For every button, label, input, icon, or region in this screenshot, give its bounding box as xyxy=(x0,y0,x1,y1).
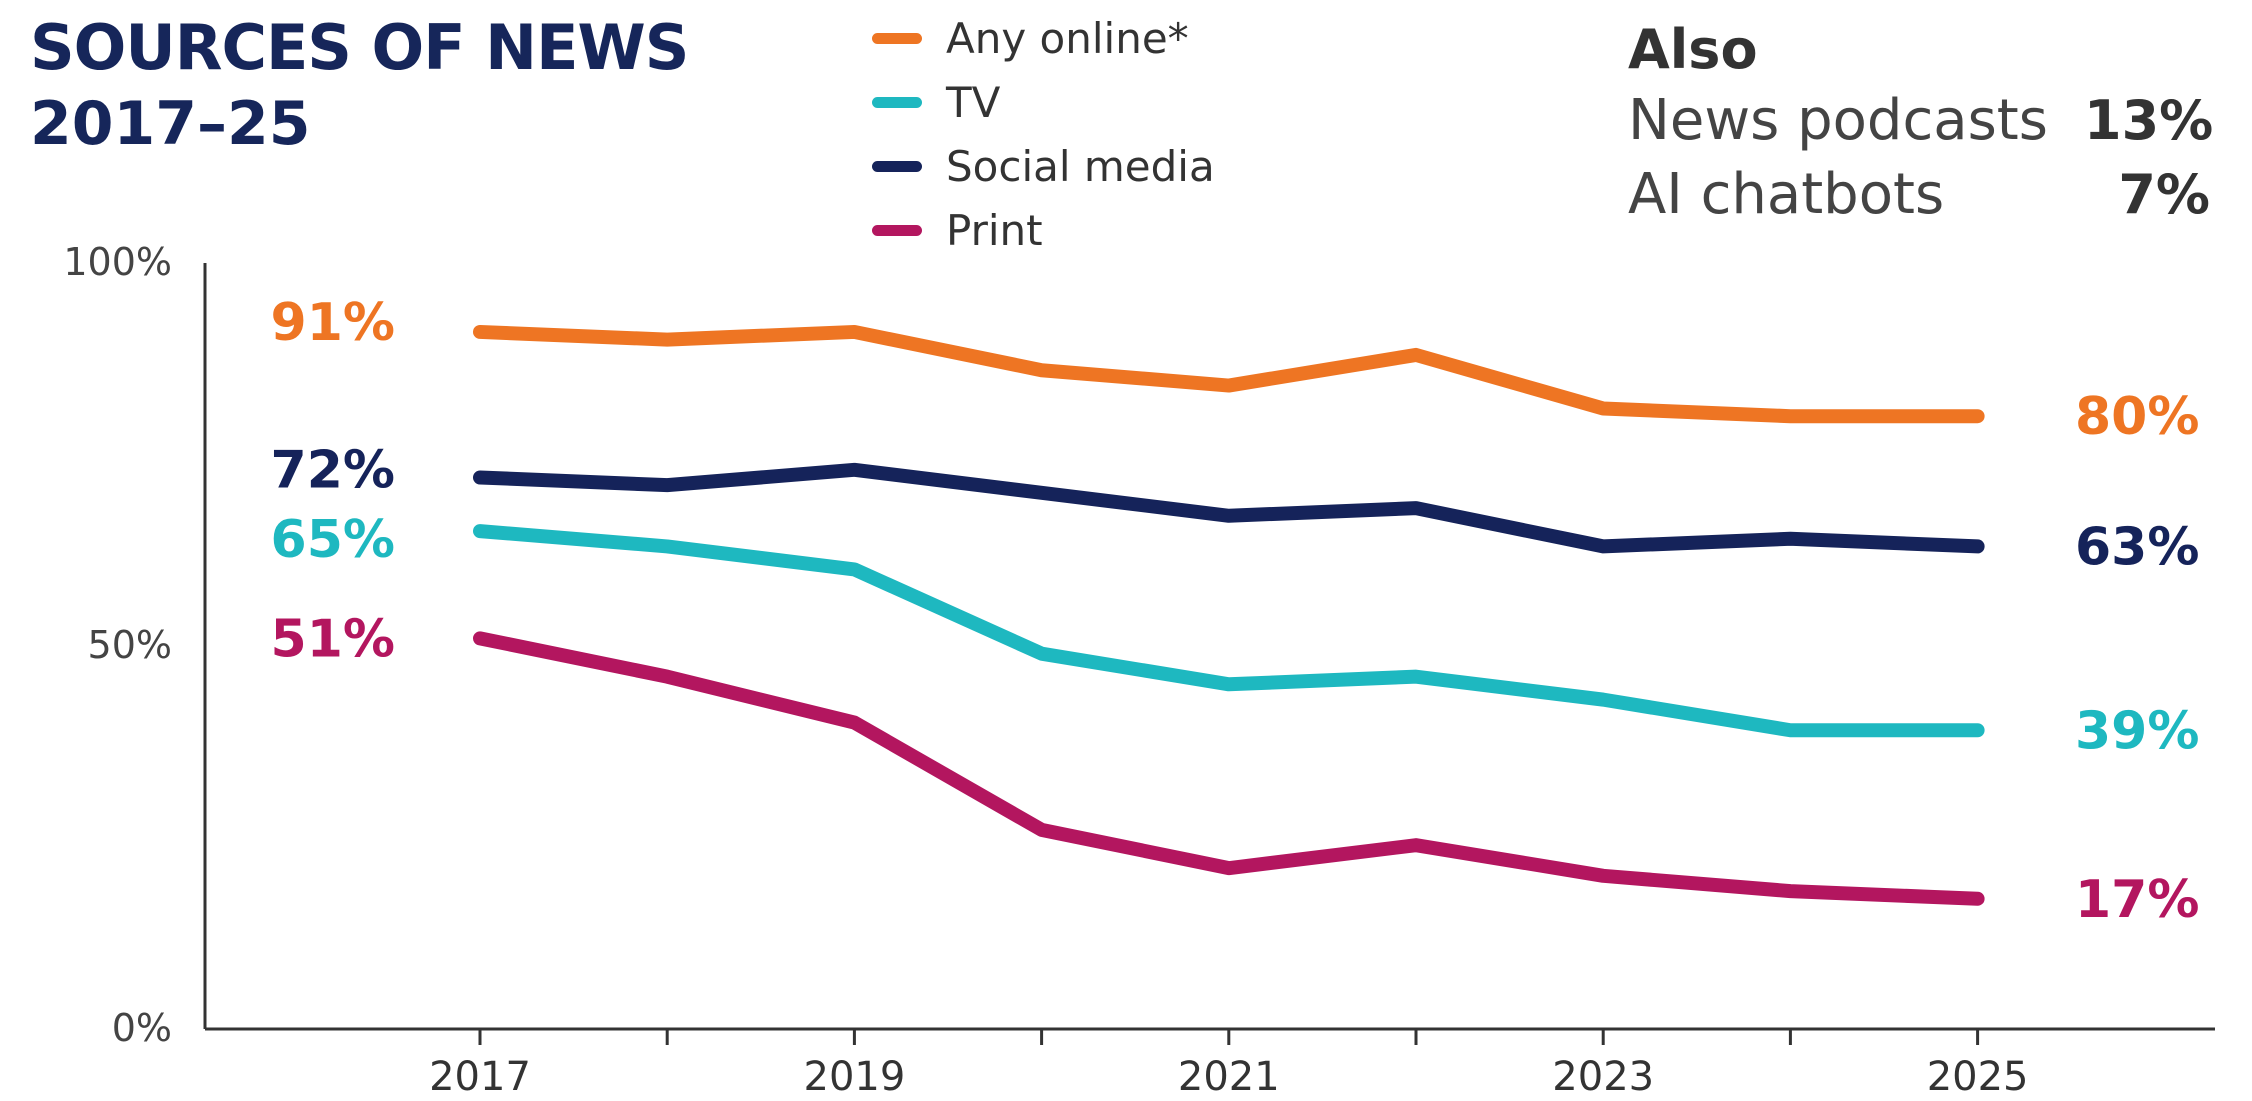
series-line-3 xyxy=(473,631,1985,906)
legend-item-social-media: Social media xyxy=(872,134,1215,198)
also-label: AI chatbots xyxy=(1628,162,1945,227)
legend-label: Social media xyxy=(946,141,1215,191)
chart-subtitle: 2017–25 xyxy=(30,89,311,159)
end-value-label: 80% xyxy=(2075,387,2199,447)
legend: Any online* TV Social media Print xyxy=(872,6,1215,262)
also-panel: Also News podcasts 13% AI chatbots 7% xyxy=(1628,12,2214,236)
also-row-chatbots: AI chatbots 7% xyxy=(1628,162,2210,236)
series-line-1 xyxy=(473,524,1985,738)
also-title: Also xyxy=(1628,18,1758,81)
start-value-label: 51% xyxy=(271,609,395,669)
y-tick-label: 100% xyxy=(63,240,172,284)
series-line-2 xyxy=(473,462,1985,554)
legend-item-tv: TV xyxy=(872,70,1215,134)
y-tick-label: 0% xyxy=(112,1006,172,1050)
series-line-0 xyxy=(473,324,1985,424)
x-tick-label: 2021 xyxy=(1178,1054,1280,1100)
also-label: News podcasts xyxy=(1628,88,2048,153)
title-block: SOURCES OF NEWS 2017–25 xyxy=(30,10,689,162)
y-tick-label: 50% xyxy=(88,623,172,667)
x-tick-label: 2023 xyxy=(1552,1054,1654,1100)
also-value: 13% xyxy=(2084,89,2214,152)
also-value: 7% xyxy=(2118,163,2210,226)
legend-label: Any online* xyxy=(946,13,1189,63)
legend-label: TV xyxy=(946,77,1001,127)
legend-swatch xyxy=(872,160,922,172)
end-value-label: 63% xyxy=(2075,517,2199,577)
legend-item-any-online: Any online* xyxy=(872,6,1215,70)
legend-item-print: Print xyxy=(872,198,1215,262)
start-value-label: 72% xyxy=(271,440,395,500)
end-value-label: 39% xyxy=(2075,701,2199,761)
legend-swatch xyxy=(872,96,922,108)
end-value-label: 17% xyxy=(2075,870,2199,930)
legend-swatch xyxy=(872,224,922,236)
start-value-label: 91% xyxy=(271,293,395,353)
x-tick-label: 2017 xyxy=(429,1054,531,1100)
chart-title: SOURCES OF NEWS xyxy=(30,11,689,84)
x-tick-label: 2019 xyxy=(804,1054,906,1100)
also-row-podcasts: News podcasts 13% xyxy=(1628,88,2214,162)
legend-swatch xyxy=(872,32,922,44)
x-tick-label: 2025 xyxy=(1927,1054,2029,1100)
start-value-label: 65% xyxy=(271,510,395,570)
legend-label: Print xyxy=(946,205,1043,255)
